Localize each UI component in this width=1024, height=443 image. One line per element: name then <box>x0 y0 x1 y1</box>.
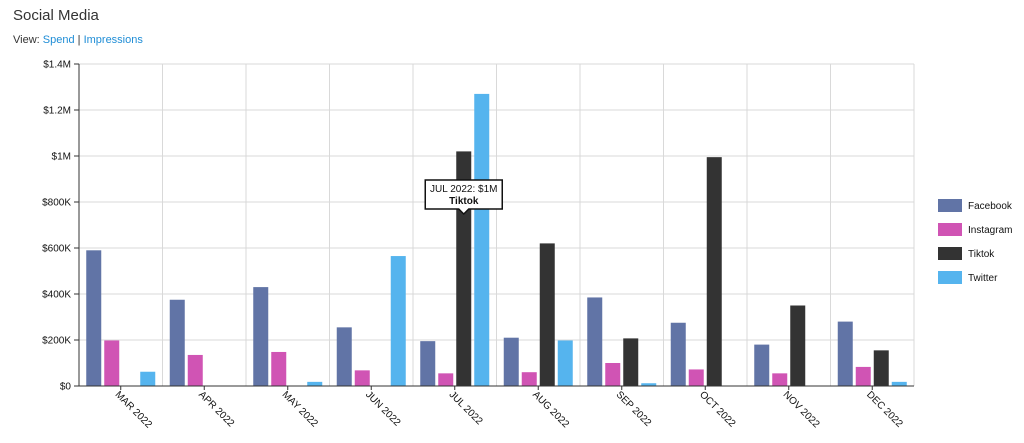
bar-instagram[interactable] <box>104 340 120 386</box>
view-separator: | <box>77 34 81 46</box>
bar-facebook[interactable] <box>503 337 519 386</box>
bar-tiktok[interactable] <box>706 157 722 386</box>
bar-twitter[interactable] <box>474 93 490 387</box>
legend-label-twitter[interactable]: Twitter <box>968 273 998 284</box>
x-tick-label: APR 2022 <box>196 389 236 429</box>
bar-twitter[interactable] <box>390 256 406 386</box>
legend-label-facebook[interactable]: Facebook <box>968 201 1013 212</box>
x-tick-label: MAY 2022 <box>280 389 320 429</box>
view-toggle: View: Spend | Impressions <box>13 34 143 46</box>
tooltip-series: Tiktok <box>449 196 479 207</box>
bar-tiktok[interactable] <box>623 338 639 386</box>
bar-instagram[interactable] <box>605 363 621 386</box>
bar-instagram[interactable] <box>521 372 537 386</box>
legend-swatch-tiktok[interactable] <box>938 247 962 260</box>
y-tick-label: $200K <box>42 336 71 347</box>
bar-twitter[interactable] <box>140 371 156 386</box>
y-tick-label: $400K <box>42 290 71 301</box>
bar-facebook[interactable] <box>86 250 102 386</box>
y-tick-label: $0 <box>60 382 72 393</box>
y-tick-label: $800K <box>42 198 71 209</box>
x-tick-label: MAR 2022 <box>113 389 154 430</box>
y-tick-label: $1M <box>52 152 71 163</box>
bar-tiktok[interactable] <box>539 243 555 386</box>
y-tick-label: $1.2M <box>43 106 71 117</box>
bar-twitter[interactable] <box>891 381 907 386</box>
legend-swatch-instagram[interactable] <box>938 223 962 236</box>
bar-instagram[interactable] <box>271 351 287 386</box>
tooltip-box <box>424 179 503 216</box>
bar-twitter[interactable] <box>307 381 323 386</box>
bar-facebook[interactable] <box>754 344 770 386</box>
bar-instagram[interactable] <box>354 370 370 386</box>
y-tick-label: $1.4M <box>43 60 71 71</box>
page-title: Social Media <box>13 7 99 24</box>
view-label: View: <box>13 34 40 46</box>
bar-twitter[interactable] <box>641 383 657 386</box>
bar-instagram[interactable] <box>438 373 454 386</box>
x-tick-label: DEC 2022 <box>864 389 905 430</box>
y-tick-label: $600K <box>42 244 71 255</box>
legend-label-tiktok[interactable]: Tiktok <box>968 249 995 260</box>
legend-swatch-twitter[interactable] <box>938 271 962 284</box>
x-tick-label: JUL 2022 <box>447 389 485 427</box>
bar-tiktok[interactable] <box>873 350 889 386</box>
bar-instagram[interactable] <box>772 373 788 386</box>
view-impressions-link[interactable]: Impressions <box>83 34 143 46</box>
legend-label-instagram[interactable]: Instagram <box>968 225 1012 236</box>
bar-tiktok[interactable] <box>790 305 806 387</box>
bar-facebook[interactable] <box>670 322 686 386</box>
legend-swatch-facebook[interactable] <box>938 199 962 212</box>
bar-instagram[interactable] <box>187 354 203 386</box>
x-tick-label: SEP 2022 <box>614 389 654 429</box>
view-spend-link[interactable]: Spend <box>42 34 75 46</box>
bar-instagram[interactable] <box>855 366 871 386</box>
bar-instagram[interactable] <box>688 369 704 386</box>
bar-facebook[interactable] <box>837 321 853 386</box>
bar-twitter[interactable] <box>557 340 573 386</box>
x-tick-label: AUG 2022 <box>530 389 571 430</box>
bar-facebook[interactable] <box>420 341 436 386</box>
x-tick-label: JUN 2022 <box>363 389 403 429</box>
bar-facebook[interactable] <box>587 297 603 386</box>
x-tick-label: NOV 2022 <box>781 389 822 430</box>
bar-facebook[interactable] <box>169 299 185 386</box>
bar-facebook[interactable] <box>253 287 269 386</box>
bar-facebook[interactable] <box>336 327 352 386</box>
x-tick-label: OCT 2022 <box>697 389 738 430</box>
tooltip-value: JUL 2022: $1M <box>430 184 497 195</box>
